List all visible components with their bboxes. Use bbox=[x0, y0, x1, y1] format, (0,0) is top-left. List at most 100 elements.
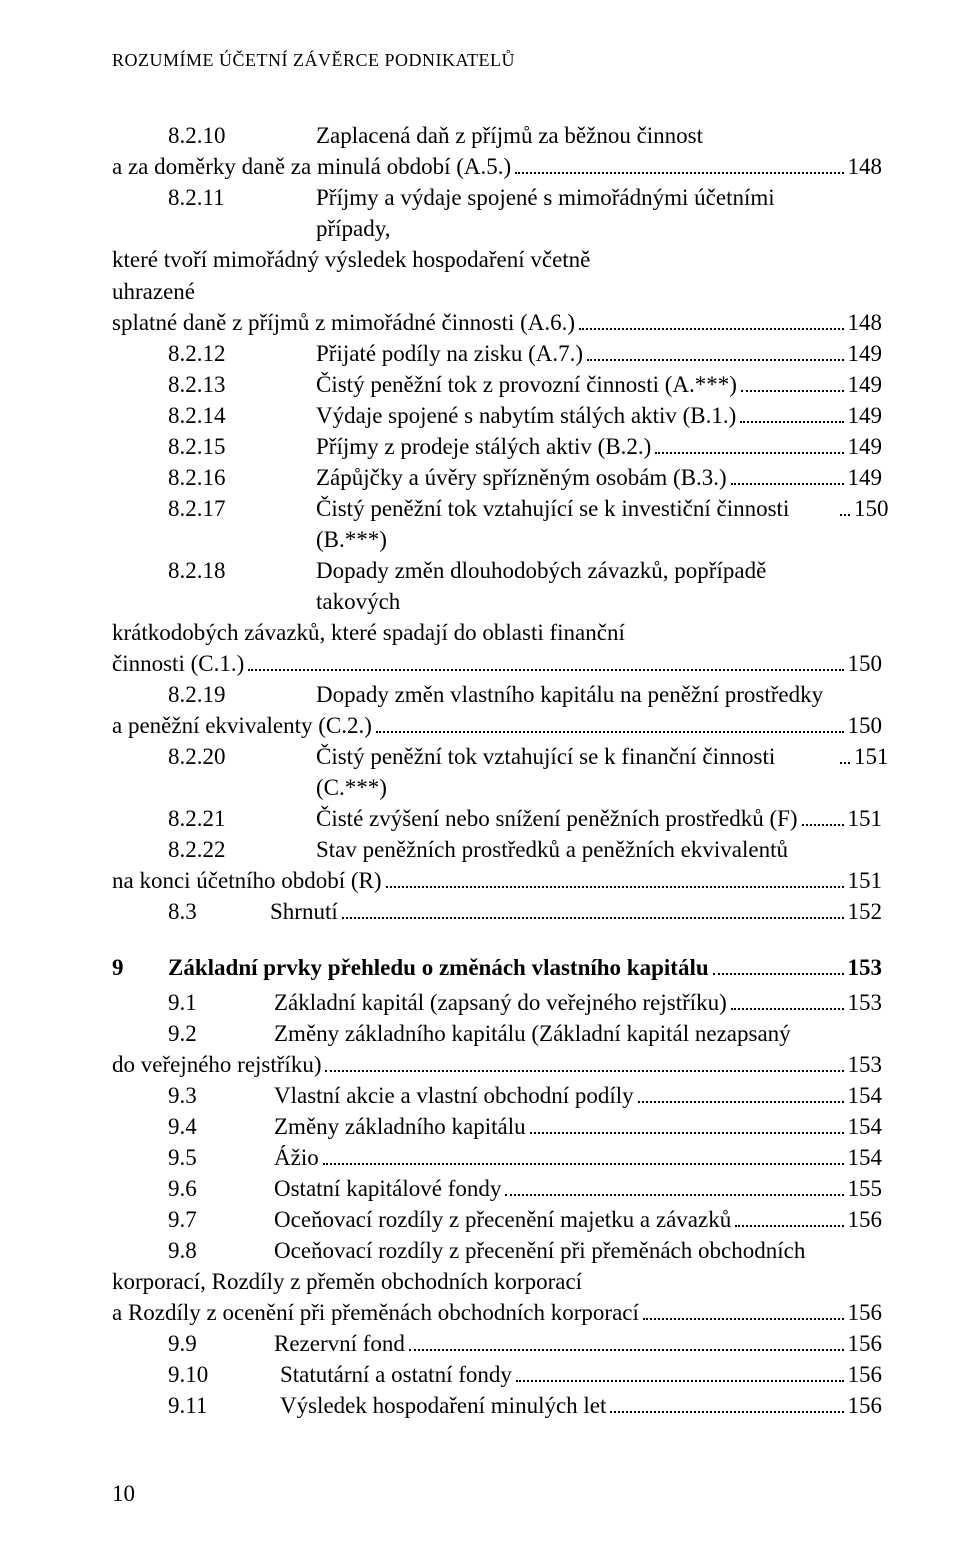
toc-page: 150 bbox=[848, 710, 883, 741]
toc-number: 8.2.14 bbox=[112, 400, 316, 431]
page-number: 10 bbox=[112, 1478, 135, 1509]
toc-number: 9.11 bbox=[112, 1390, 280, 1421]
toc-page: 152 bbox=[848, 896, 883, 927]
toc-page: 155 bbox=[848, 1173, 883, 1204]
toc-page: 153 bbox=[848, 952, 883, 983]
toc-page: 150 bbox=[854, 493, 889, 524]
toc-page: 154 bbox=[848, 1111, 883, 1142]
toc-entry-cont: korporací, Rozdíly z přeměn obchodních k… bbox=[112, 1266, 882, 1297]
toc-number: 8.2.17 bbox=[112, 493, 316, 524]
toc-title: Dopady změn dlouhodobých závazků, popříp… bbox=[316, 555, 836, 617]
toc-entry: 8.2.20Čistý peněžní tok vztahující se k … bbox=[112, 741, 882, 803]
toc-number: 8.2.13 bbox=[112, 369, 316, 400]
toc-number: 8.2.11 bbox=[112, 182, 316, 213]
toc-title: krátkodobých závazků, které spadají do o… bbox=[112, 617, 625, 648]
toc-leader bbox=[713, 952, 844, 975]
toc-number: 8.2.18 bbox=[112, 555, 316, 586]
toc-leader bbox=[638, 1080, 844, 1103]
toc-entry: 9.1Základní kapitál (zapsaný do veřejnéh… bbox=[112, 987, 882, 1018]
toc-page: 149 bbox=[848, 338, 883, 369]
toc-entry: 9.8Oceňovací rozdíly z přecenění při pře… bbox=[112, 1235, 882, 1266]
toc-number: 8.2.20 bbox=[112, 741, 316, 772]
toc-page: 153 bbox=[848, 987, 883, 1018]
toc-title: Čistý peněžní tok vztahující se k invest… bbox=[316, 493, 836, 555]
toc-chapter: 9 Základní prvky přehledu o změnách vlas… bbox=[112, 952, 882, 983]
toc-title: Ážio bbox=[274, 1142, 319, 1173]
toc-page: 148 bbox=[848, 307, 883, 338]
toc-leader bbox=[516, 1359, 844, 1382]
toc-page: 150 bbox=[848, 648, 883, 679]
toc-entry: 9.9Rezervní fond156 bbox=[112, 1328, 882, 1359]
toc-title: Změny základního kapitálu (Základní kapi… bbox=[274, 1018, 791, 1049]
toc-leader bbox=[802, 804, 844, 827]
toc-title: na konci účetního období (R) bbox=[112, 865, 382, 896]
toc-entry-tail: a za doměrky daně za minulá období (A.5.… bbox=[112, 151, 882, 182]
toc-entry: 9.7Oceňovací rozdíly z přecenění majetku… bbox=[112, 1204, 882, 1235]
toc-block-9-double: 9.10Statutární a ostatní fondy1569.11Výs… bbox=[112, 1359, 882, 1421]
toc-title: korporací, Rozdíly z přeměn obchodních k… bbox=[112, 1266, 582, 1297]
toc-entry: 9.5Ážio154 bbox=[112, 1142, 882, 1173]
toc-title: Oceňovací rozdíly z přecenění při přeměn… bbox=[274, 1235, 805, 1266]
toc-page: 149 bbox=[848, 400, 883, 431]
toc-leader bbox=[740, 400, 843, 423]
toc-number: 8.2.10 bbox=[112, 120, 316, 151]
toc-number: 8.2.16 bbox=[112, 462, 316, 493]
toc-number: 9.7 bbox=[112, 1204, 274, 1235]
toc-number: 9.6 bbox=[112, 1173, 274, 1204]
toc-leader bbox=[515, 152, 843, 175]
toc-title: Čistý peněžní tok z provozní činnosti (A… bbox=[316, 369, 737, 400]
toc-entry: 8.2.22Stav peněžních prostředků a peněžn… bbox=[112, 834, 882, 865]
toc-number: 9.9 bbox=[112, 1328, 274, 1359]
toc-leader bbox=[840, 493, 850, 516]
toc-page: 153 bbox=[848, 1049, 883, 1080]
toc-leader bbox=[386, 866, 844, 889]
toc-leader bbox=[731, 987, 844, 1010]
toc-title: Vlastní akcie a vlastní obchodní podíly bbox=[274, 1080, 634, 1111]
toc-number: 9.4 bbox=[112, 1111, 274, 1142]
toc-entry-tail: do veřejného rejstříku) 153 bbox=[112, 1049, 882, 1080]
toc-leader bbox=[248, 648, 843, 671]
toc-number: 8.2.19 bbox=[112, 679, 316, 710]
toc-leader bbox=[579, 307, 843, 330]
toc-leader bbox=[731, 462, 844, 485]
toc-number: 9.10 bbox=[112, 1359, 280, 1390]
toc-number: 8.2.15 bbox=[112, 431, 316, 462]
toc-leader bbox=[409, 1328, 844, 1351]
toc-entry: 9.2Změny základního kapitálu (Základní k… bbox=[112, 1018, 882, 1049]
toc-entry: 8.3 Shrnutí 152 bbox=[112, 896, 882, 927]
toc-entry: 9.10Statutární a ostatní fondy156 bbox=[112, 1359, 882, 1390]
toc-entry: 8.2.18Dopady změn dlouhodobých závazků, … bbox=[112, 555, 882, 617]
toc-leader bbox=[735, 1204, 843, 1227]
toc-number: 9.1 bbox=[112, 987, 274, 1018]
toc-entry-tail: činnosti (C.1.)150 bbox=[112, 648, 882, 679]
toc-title: Výsledek hospodaření minulých let bbox=[280, 1390, 606, 1421]
toc-entry-cont: které tvoří mimořádný výsledek hospodaře… bbox=[112, 244, 882, 306]
toc-page: 151 bbox=[848, 803, 883, 834]
toc-leader bbox=[505, 1173, 843, 1196]
toc-title: a za doměrky daně za minulá období (A.5.… bbox=[112, 151, 511, 182]
toc-page: 151 bbox=[854, 741, 889, 772]
toc-title: Základní prvky přehledu o změnách vlastn… bbox=[168, 952, 709, 983]
toc-block-8-2: 8.2.10Zaplacená daň z příjmů za běžnou č… bbox=[112, 120, 882, 896]
toc-page: 154 bbox=[848, 1142, 883, 1173]
toc-number: 9.8 bbox=[112, 1235, 274, 1266]
toc-entry-tail: a peněžní ekvivalenty (C.2.)150 bbox=[112, 710, 882, 741]
toc-title: Dopady změn vlastního kapitálu na peněžn… bbox=[316, 679, 823, 710]
toc-leader bbox=[655, 431, 843, 454]
toc-title: Příjmy z prodeje stálých aktiv (B.2.) bbox=[316, 431, 651, 462]
toc-title: a Rozdíly z ocenění při přeměnách obchod… bbox=[112, 1297, 639, 1328]
toc-title: Čistý peněžní tok vztahující se k finanč… bbox=[316, 741, 836, 803]
toc-title: do veřejného rejstříku) bbox=[112, 1049, 321, 1080]
toc-title: Výdaje spojené s nabytím stálých aktiv (… bbox=[316, 400, 736, 431]
toc-page: 148 bbox=[848, 151, 883, 182]
toc-title: Změny základního kapitálu bbox=[274, 1111, 526, 1142]
toc-page: 156 bbox=[848, 1204, 883, 1235]
toc-page: 154 bbox=[848, 1080, 883, 1111]
toc-entry: 8.2.16Zápůjčky a úvěry spřízněným osobám… bbox=[112, 462, 882, 493]
toc-entry-tail: splatné daně z příjmů z mimořádné činnos… bbox=[112, 307, 882, 338]
toc-leader bbox=[610, 1390, 843, 1413]
toc-number: 8.2.22 bbox=[112, 834, 316, 865]
toc-entry-tail: na konci účetního období (R)151 bbox=[112, 865, 882, 896]
toc-leader bbox=[376, 711, 844, 734]
toc-title: Ostatní kapitálové fondy bbox=[274, 1173, 501, 1204]
